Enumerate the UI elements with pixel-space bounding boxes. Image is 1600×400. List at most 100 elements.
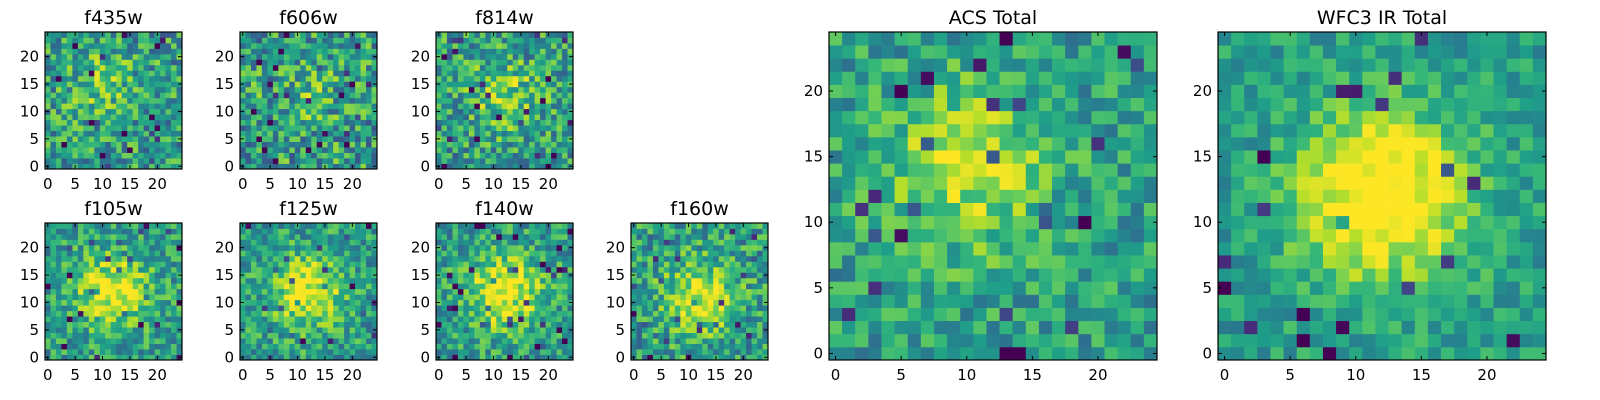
heatmap-cell — [556, 42, 563, 49]
heatmap-cell — [305, 103, 312, 110]
heatmap-cell — [278, 288, 285, 295]
heatmap-cell — [267, 233, 274, 240]
heatmap-cell — [529, 163, 536, 170]
heatmap-cell — [529, 130, 536, 137]
heatmap-cell — [457, 163, 464, 170]
heatmap-cell — [171, 59, 177, 66]
heatmap-cell — [1025, 307, 1040, 322]
heatmap-cell — [452, 354, 459, 361]
heatmap-cell — [333, 305, 340, 312]
heatmap-cell — [105, 119, 112, 126]
heatmap-cell — [355, 321, 361, 328]
heatmap-cell — [305, 277, 312, 284]
heatmap-cell — [474, 283, 481, 290]
heatmap-cell — [121, 272, 128, 279]
heatmap-cell — [636, 316, 643, 323]
heatmap-cell — [452, 103, 459, 110]
heatmap-cell — [740, 277, 747, 284]
heatmap-cell — [50, 125, 57, 132]
heatmap-cell — [366, 255, 372, 262]
heatmap-cell — [702, 239, 709, 246]
heatmap-cell — [143, 163, 150, 170]
heatmap-cell — [261, 141, 268, 148]
heatmap-cell — [360, 42, 367, 49]
heatmap-cell — [272, 163, 279, 170]
heatmap-cell — [50, 86, 57, 93]
heatmap-cell — [349, 349, 356, 355]
heatmap-cell — [261, 103, 268, 110]
heatmap-cell — [751, 239, 758, 246]
heatmap-cell — [316, 125, 323, 132]
heatmap-cell — [490, 228, 497, 235]
heatmap-cell — [986, 202, 1000, 217]
heatmap-cell — [674, 228, 681, 235]
heatmap-cell — [534, 283, 541, 290]
heatmap-cell — [463, 255, 470, 262]
heatmap-cell — [300, 53, 307, 60]
heatmap-cell — [713, 316, 720, 323]
heatmap-cell — [894, 202, 909, 217]
heatmap-cell — [663, 233, 670, 240]
heatmap-cell — [94, 158, 101, 164]
heatmap-cell — [1065, 202, 1079, 217]
heatmap-cell — [278, 277, 285, 284]
heatmap-cell — [436, 86, 442, 93]
heatmap-cell — [485, 327, 492, 333]
heatmap-cell — [501, 288, 508, 295]
heatmap-cell — [311, 294, 318, 301]
heatmap-cell — [355, 70, 361, 77]
heatmap-cell — [333, 70, 340, 77]
heatmap-cell — [366, 305, 372, 312]
heatmap-cell — [685, 338, 692, 344]
heatmap-cell — [171, 349, 177, 355]
heatmap-cell — [316, 223, 323, 229]
heatmap-cell — [529, 354, 536, 361]
heatmap-cell — [999, 255, 1014, 269]
heatmap-cell — [496, 32, 503, 38]
heatmap-cell — [149, 294, 155, 301]
heatmap-cell — [1025, 333, 1040, 348]
heatmap-cell — [116, 349, 123, 355]
heatmap-cell — [121, 147, 128, 153]
heatmap-cell — [143, 70, 150, 77]
heatmap-cell — [256, 119, 263, 126]
heatmap-cell — [338, 349, 345, 355]
heatmap-cell — [116, 53, 123, 60]
heatmap-cell — [327, 332, 334, 339]
heatmap-cell — [338, 255, 345, 262]
heatmap-cells — [45, 32, 183, 170]
heatmap-cell — [283, 158, 290, 164]
heatmap-cell — [685, 305, 692, 312]
heatmap-cell — [1104, 241, 1119, 256]
heatmap-cell — [567, 332, 574, 339]
heatmap-cell — [99, 244, 106, 251]
heatmap-cell — [567, 277, 574, 284]
heatmap-cell — [551, 305, 557, 312]
heatmap-cell — [647, 332, 654, 339]
heatmap-cell — [529, 233, 536, 240]
heatmap-cell — [316, 239, 323, 246]
heatmap-cell — [474, 223, 481, 229]
heatmap-cell — [707, 239, 714, 246]
heatmap-cell — [272, 86, 279, 93]
heatmap-cell — [305, 70, 312, 77]
heatmap-cell — [1104, 320, 1119, 335]
heatmap-cell — [551, 103, 557, 110]
heatmap-cell — [305, 42, 312, 49]
heatmap-cell — [355, 32, 361, 38]
heatmap-cell — [360, 228, 367, 235]
heatmap-cell — [507, 119, 514, 126]
heatmap-cell — [441, 59, 448, 66]
heatmap-cell — [256, 223, 263, 229]
heatmap-cell — [479, 255, 486, 262]
heatmap-cell — [316, 81, 323, 88]
heatmap-cell — [868, 215, 882, 230]
heatmap-cell — [567, 59, 574, 66]
heatmap-cell — [143, 338, 150, 344]
heatmap-cell — [289, 338, 296, 344]
heatmap-cell — [256, 141, 263, 148]
heatmap-cell — [327, 42, 334, 49]
heatmap-cell — [138, 119, 145, 126]
heatmap-cell — [83, 338, 90, 344]
heatmap-cell — [751, 354, 758, 361]
